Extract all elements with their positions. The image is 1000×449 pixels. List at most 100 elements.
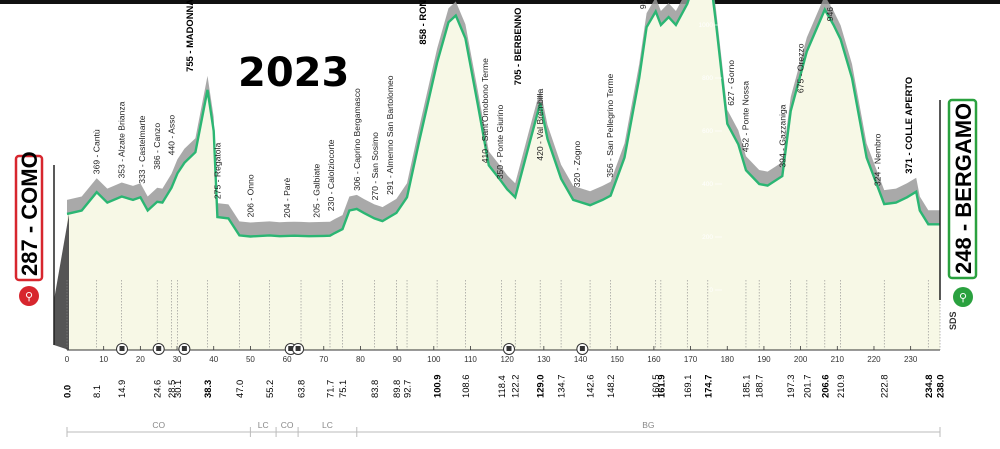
svg-text:⚲: ⚲	[25, 291, 33, 303]
km-marker-label: 201.7	[801, 375, 812, 398]
km-marker-label: 24.6	[152, 380, 163, 398]
finish-label: 248 - BERGAMO	[951, 103, 976, 274]
waypoint-label: 204 - Parè	[282, 178, 292, 218]
x-axis-tick-label: 220	[867, 355, 881, 364]
x-axis-tick-label: 80	[356, 355, 365, 364]
x-axis-tick-label: 120	[500, 355, 514, 364]
x-axis-tick-label: 200	[794, 355, 808, 364]
km-marker-label: 210.9	[835, 375, 846, 398]
km-marker-label: 0.0	[62, 385, 73, 398]
elevation-tick-label: 600	[702, 128, 713, 135]
waypoint-label: 371 - COLLE APERTO	[903, 77, 914, 174]
km-marker-label: 92.7	[402, 380, 413, 398]
km-marker-label: 238.0	[935, 375, 946, 398]
waypoint-label: 858 - RONCOLA	[417, 0, 428, 45]
profile-line	[66, 0, 940, 238]
waypoint-label: 291 - Almenno San Bartolomeo	[385, 75, 395, 195]
tunnel-icon-inner	[119, 346, 125, 351]
waypoint-label: 946 - Selvino	[825, 0, 835, 21]
km-marker-label: 47.0	[234, 380, 245, 398]
waypoint-label: 705 - BERBENNO	[512, 8, 523, 86]
waypoint-label: 320 - Zogno	[572, 141, 582, 188]
svg-text:⚲: ⚲	[959, 292, 967, 304]
km-marker-label: 89.8	[391, 380, 402, 398]
waypoint-label: 356 - San Pellegrino Terme	[605, 73, 615, 177]
waypoint-label: 350 - Ponte Giurino	[495, 105, 505, 180]
x-axis-tick-label: 30	[173, 355, 182, 364]
start-label: 287 - COMO	[17, 151, 42, 276]
province-label: CO	[152, 420, 165, 430]
elevation-tick-label: 200	[702, 234, 713, 241]
km-marker-label: 134.7	[556, 375, 567, 398]
x-axis-tick-label: 100	[427, 355, 441, 364]
km-marker-label: 28.5	[166, 380, 177, 398]
km-marker-label: 197.3	[785, 375, 796, 398]
finish-bike-icon	[953, 287, 973, 307]
province-label: BG	[642, 420, 654, 430]
waypoint-label: 353 - Alzate Brianza	[117, 101, 127, 178]
start-marker: 287 - COMO ⚲	[14, 151, 55, 345]
km-marker-label: 71.7	[325, 380, 336, 398]
km-marker-label: 206.6	[819, 375, 830, 398]
waypoint-label: 230 - Calolziocorte	[326, 139, 336, 211]
km-marker-label: 75.1	[337, 380, 348, 398]
km-marker-label: 169.1	[682, 375, 693, 398]
elevation-tick-label: 0	[709, 287, 713, 294]
elevation-tick-label: 1000	[699, 22, 714, 29]
waypoint-label: 440 - Asso	[167, 115, 177, 156]
x-axis-tick-label: 10	[99, 355, 108, 364]
km-marker-label: 160.5	[650, 375, 661, 398]
waypoint-label: 992 - Dossena	[638, 0, 648, 9]
finish-marker: 248 - BERGAMO ⚲ SDS	[939, 98, 978, 330]
x-axis-tick-label: 190	[757, 355, 771, 364]
km-marker-label: 234.8	[923, 375, 934, 398]
waypoint-label: 270 - San Sosimo	[370, 132, 380, 201]
km-marker-label: 108.6	[460, 375, 471, 398]
km-marker-label: 148.2	[605, 375, 616, 398]
waypoint-label: 306 - Caprino Bergamasco	[352, 88, 362, 191]
x-axis-tick-label: 60	[283, 355, 292, 364]
waypoint-label: 452 - Ponte Nossa	[741, 81, 751, 152]
x-axis-tick-label: 130	[537, 355, 551, 364]
x-axis-tick-label: 140	[574, 355, 588, 364]
top-border	[0, 0, 1000, 4]
x-axis-tick-label: 40	[209, 355, 218, 364]
km-marker-label: 188.7	[754, 375, 765, 398]
km-marker-label: 63.8	[296, 380, 307, 398]
x-axis-tick-label: 50	[246, 355, 255, 364]
km-marker-label: 129.0	[535, 375, 546, 398]
x-axis-tick-label: 160	[647, 355, 661, 364]
waypoint-label: 206 - Onno	[245, 174, 255, 217]
km-marker-label: 30.1	[172, 380, 183, 398]
x-axis-tick-label: 0	[65, 355, 70, 364]
elevation-tick-label: 400	[702, 181, 713, 188]
km-marker-label: 38.3	[202, 380, 213, 398]
waypoint-label: 324 - Nembro	[873, 133, 883, 186]
km-marker-label: 118.4	[496, 375, 507, 398]
waypoint-label: 369 - Cantù	[92, 129, 102, 174]
x-axis-tick-label: 110	[464, 355, 477, 364]
x-axis-tick-label: 230	[904, 355, 918, 364]
profile-area-fill	[67, 0, 940, 350]
km-marker-label: 8.1	[91, 385, 102, 398]
province-label: LC	[258, 420, 269, 430]
chart-title: 2023	[238, 50, 350, 96]
waypoint-label: 627 - Gorno	[726, 60, 736, 106]
waypoint-label: 386 - Canzo	[152, 123, 162, 170]
tunnel-icon-inner	[506, 346, 512, 351]
x-axis-tick-label: 20	[136, 355, 145, 364]
waypoint-label: 394 - Gazzaniga	[777, 104, 787, 167]
waypoint-label: 333 - Castelmarte	[137, 115, 147, 184]
km-marker-label: 142.6	[585, 375, 596, 398]
tunnel-icon-inner	[579, 346, 585, 351]
elevation-tick-label: 800	[702, 75, 713, 82]
km-marker-label: 100.9	[432, 375, 443, 398]
km-marker-label: 55.2	[264, 380, 275, 398]
x-axis-tick-label: 150	[611, 355, 625, 364]
province-label: LC	[322, 420, 333, 430]
waypoint-label: 755 - MADONNA DEL GHISALLO	[184, 0, 195, 72]
km-marker-label: 14.9	[116, 380, 127, 398]
km-marker-label: 174.7	[702, 375, 713, 398]
province-label: CO	[281, 420, 294, 430]
